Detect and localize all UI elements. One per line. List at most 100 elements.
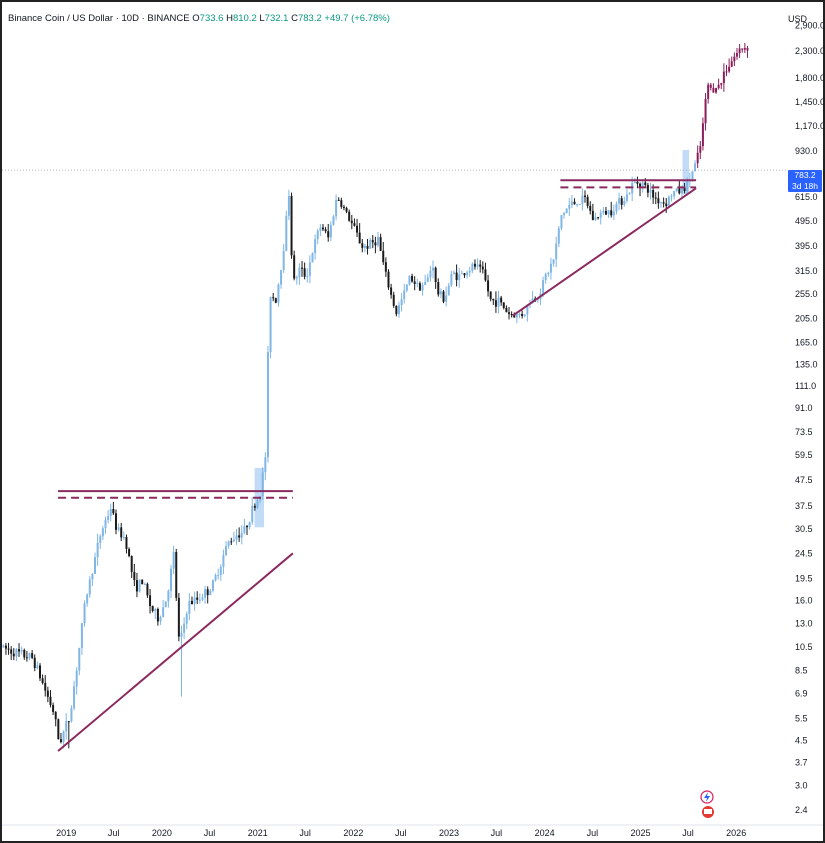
candle-body: [101, 528, 104, 537]
candle-body: [128, 548, 131, 557]
candle-body: [400, 299, 403, 306]
candle: [717, 78, 720, 90]
candle-body: [214, 575, 217, 581]
candle-body: [332, 216, 335, 225]
candle-body: [316, 230, 319, 240]
candle: [555, 236, 558, 268]
candle-body: [31, 653, 34, 658]
candle: [96, 533, 99, 566]
candle-body: [487, 280, 490, 292]
candle-body: [243, 526, 246, 533]
candle: [418, 281, 421, 291]
candle: [565, 208, 568, 214]
open-key: O: [192, 13, 200, 24]
candle-body: [4, 645, 7, 649]
candle: [665, 197, 668, 213]
y-axis: 2,900.0 2,300.0 1,800.0 1,450.0 1,170.0 930.0…: [795, 20, 823, 815]
candle: [625, 188, 628, 204]
x-tick-label: 2023: [439, 828, 459, 838]
candle-body: [468, 270, 471, 273]
candle: [589, 201, 592, 215]
candle: [52, 702, 55, 715]
candle: [86, 593, 89, 607]
candle-body: [505, 307, 508, 313]
candle-body: [597, 217, 600, 219]
candle: [392, 291, 395, 308]
candle-body: [526, 304, 529, 315]
y-tick-label: 165.0: [795, 337, 818, 347]
candle-body: [738, 48, 741, 54]
candle: [264, 452, 267, 481]
candle: [230, 537, 233, 546]
candle: [342, 204, 345, 211]
candle: [741, 48, 744, 53]
candle-body: [272, 297, 275, 299]
candle-body: [667, 196, 670, 207]
candle: [164, 601, 167, 608]
candle: [361, 239, 364, 253]
support-trendline-2023: [512, 187, 697, 317]
candle-body: [245, 526, 248, 528]
x-tick-label: 2021: [248, 828, 268, 838]
candle: [170, 564, 173, 599]
candle-body: [513, 314, 516, 318]
candle: [356, 218, 359, 238]
candle: [670, 194, 673, 202]
candle-body: [91, 573, 94, 580]
candle-body: [447, 285, 450, 296]
candle-body: [670, 196, 673, 198]
candle: [403, 283, 406, 304]
candle-body: [324, 229, 327, 232]
currency-label[interactable]: USD: [787, 14, 807, 24]
candle-body: [225, 546, 228, 556]
candle-body: [628, 193, 631, 195]
candle-body: [143, 583, 146, 585]
candle: [204, 586, 207, 604]
candle: [10, 646, 13, 660]
candle: [128, 547, 131, 558]
candle: [59, 733, 62, 744]
candle: [149, 588, 152, 614]
candle: [327, 223, 330, 242]
bolt-icon-glyph: [704, 792, 710, 802]
candle: [696, 145, 699, 169]
candle-body: [432, 267, 435, 271]
candle-body: [649, 190, 652, 193]
candle: [489, 291, 492, 302]
candle: [521, 310, 524, 319]
candle-body: [306, 275, 309, 277]
candle-body: [149, 595, 152, 606]
candle: [518, 312, 521, 319]
candle-body: [196, 597, 199, 600]
candle: [125, 534, 128, 554]
candle: [232, 531, 235, 542]
candle-body: [557, 228, 560, 244]
candle: [455, 264, 458, 287]
candle-body: [625, 194, 628, 201]
candle-body: [547, 272, 550, 275]
candle-body: [227, 541, 230, 547]
candle: [329, 221, 332, 242]
candle: [350, 215, 353, 230]
candle: [502, 302, 505, 310]
candle: [523, 314, 526, 318]
candle: [743, 42, 746, 54]
candle: [568, 198, 571, 216]
candle: [298, 263, 301, 285]
candle: [80, 622, 83, 655]
candle: [348, 209, 351, 222]
candle-body: [83, 603, 86, 624]
candle-body: [699, 146, 702, 153]
candle-body: [209, 590, 212, 596]
y-tick-label: 930.0: [795, 146, 818, 156]
candle: [49, 690, 52, 708]
candle-body: [282, 251, 285, 271]
candle-body: [54, 712, 57, 720]
candle: [557, 225, 560, 248]
candle: [340, 197, 343, 209]
candle-body: [544, 274, 547, 281]
candle-body: [238, 535, 241, 538]
candle: [104, 516, 107, 534]
candle-body: [497, 297, 500, 307]
